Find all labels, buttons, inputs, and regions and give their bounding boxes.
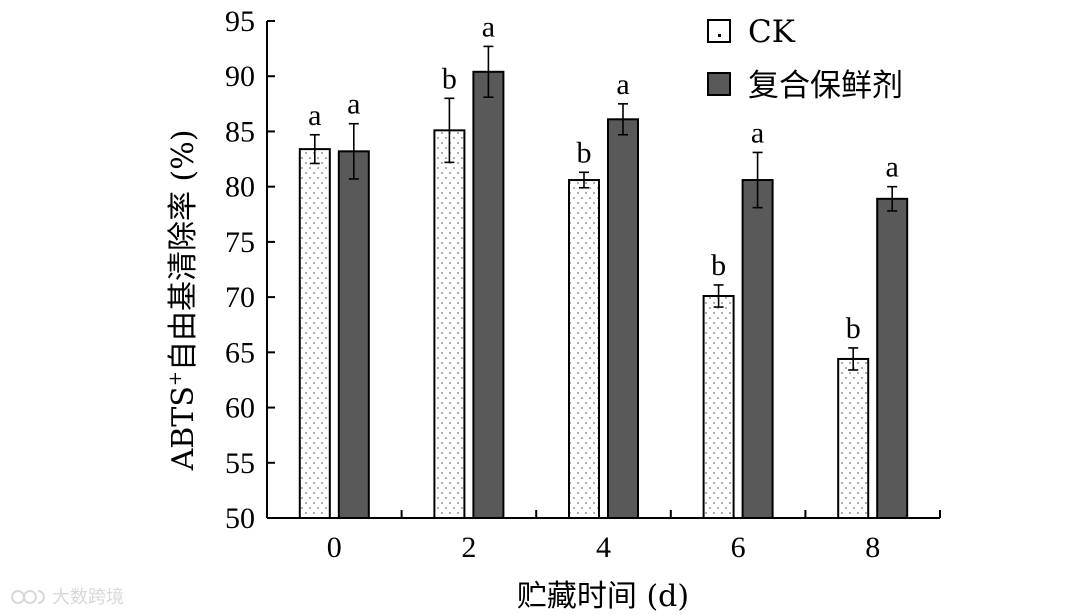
significance-letter: b [577,136,592,169]
bar-ck [568,179,600,519]
legend-item-ck: CK [707,14,796,50]
legend: CK 复合保鲜剂 [707,14,903,104]
watermark-text: 大数跨境 [52,587,124,608]
legend-label-ck: CK [748,14,796,50]
bar-ck [702,295,735,519]
significance-letter: a [886,151,899,184]
y-axis-title-rest: 自由基清除率 (%) [166,130,201,371]
y-axis-title-superscript: + [165,371,186,386]
x-tick-label: 4 [596,531,611,564]
y-tick-label: 60 [225,392,255,425]
y-tick-label: 85 [225,115,255,148]
x-ticks: 0 2 4 6 8 [327,510,941,564]
axes [266,21,940,519]
significance-letter: b [442,62,457,95]
legend-swatch-compound [707,72,731,96]
bar-compound [741,179,774,519]
error-bar [887,185,898,212]
y-axis-title: ABTS+自由基清除率 (%) [165,130,201,472]
x-tick-label: 0 [327,531,342,564]
significance-letter: a [482,10,495,43]
y-axis-title-main: ABTS [166,386,201,471]
y-ticks: 50 55 60 65 70 75 80 85 90 95 [225,5,275,535]
significance-letter: a [751,116,764,149]
bars [298,70,909,520]
bar-compound [607,118,639,519]
y-tick-label: 90 [225,60,255,93]
legend-label-compound: 复合保鲜剂 [748,68,903,104]
x-tick-label: 2 [461,531,476,564]
bar-ck [837,357,870,519]
bar-compound [337,150,370,520]
error-bar [483,45,494,99]
watermark: 大数跨境 [11,587,124,608]
error-bar [579,171,589,189]
y-tick-label: 75 [225,226,255,259]
error-bar [309,133,320,165]
bar-compound [876,197,909,519]
y-tick-label: 65 [225,336,255,369]
bar-ck [298,148,331,519]
legend-swatch-ck [707,19,731,43]
error-bar [752,151,763,209]
significance-letter: a [347,88,360,121]
error-bars [309,45,898,371]
significance-letter: b [711,249,726,282]
error-bar [348,122,359,180]
error-bar [848,347,859,371]
x-tick-label: 6 [731,531,746,564]
error-bar [713,284,724,308]
y-tick-label: 50 [225,502,255,535]
y-tick-label: 95 [225,5,255,38]
significance-letter: b [846,312,861,345]
error-bar [618,103,628,136]
y-tick-label: 70 [225,281,255,314]
legend-swatch-ck-dot [718,34,721,37]
bar-ck [433,129,466,519]
logo-icon [11,590,45,604]
significance-letter: a [308,99,321,132]
error-bar [444,97,455,164]
bar-compound [472,70,505,519]
y-tick-label: 55 [225,447,255,480]
x-tick-label: 8 [865,531,880,564]
significance-letter: a [616,68,629,101]
x-axis-title: 贮藏时间 (d) [517,579,689,614]
legend-item-compound: 复合保鲜剂 [707,68,903,104]
y-tick-label: 80 [225,171,255,204]
